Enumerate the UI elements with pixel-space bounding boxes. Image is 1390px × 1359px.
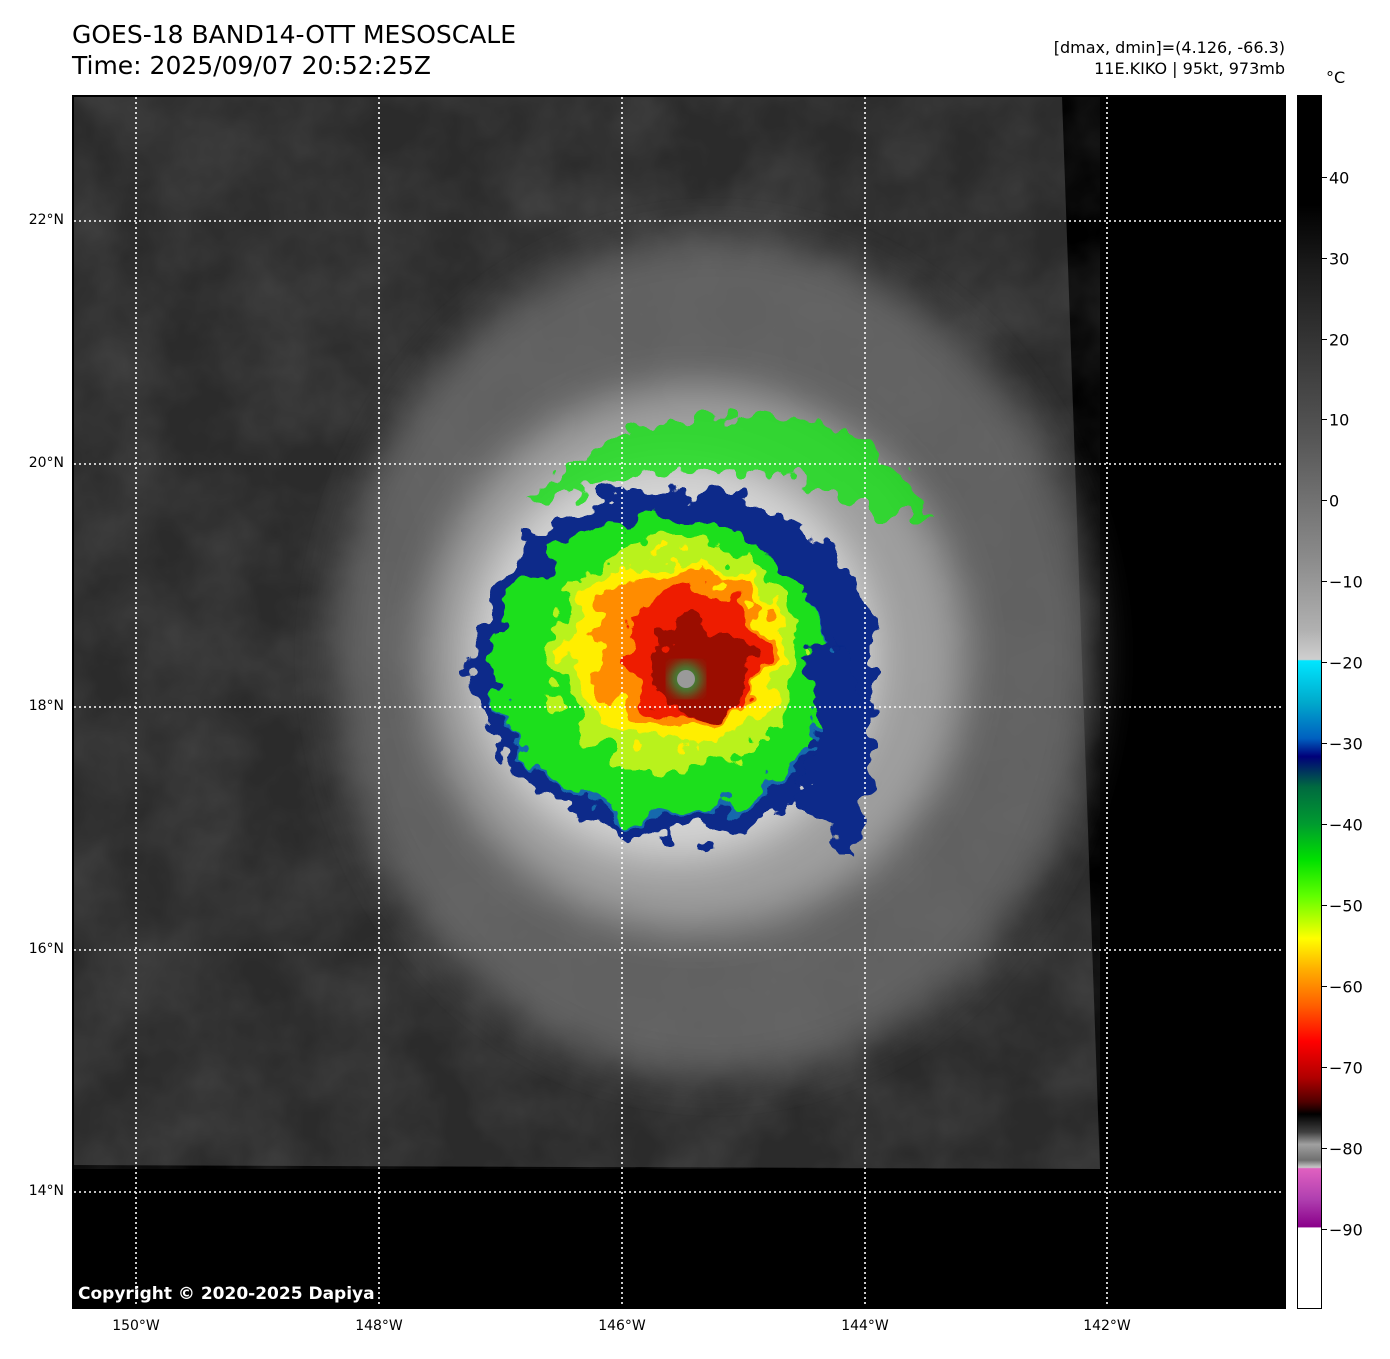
colorbar-label: −40 <box>1329 815 1363 835</box>
lon-label-148w: 148°W <box>355 1318 403 1334</box>
colorbar-label: 30 <box>1329 249 1350 269</box>
lat-label-14n: 14°N <box>28 1183 64 1199</box>
colorbar-label: −90 <box>1329 1220 1363 1240</box>
colorbar-label: −50 <box>1329 896 1363 916</box>
colorbar-label: 20 <box>1329 330 1350 350</box>
colorbar-label: 10 <box>1329 410 1350 430</box>
graticule <box>74 97 1284 1307</box>
map-time: Time: 2025/09/07 20:52:25Z <box>72 51 431 80</box>
lat-label-18n: 18°N <box>28 698 64 714</box>
colorbar-label: −10 <box>1329 572 1363 592</box>
lon-label-150w: 150°W <box>112 1318 160 1334</box>
colorbar-label: −20 <box>1329 653 1363 673</box>
colorbar <box>1297 95 1322 1309</box>
colorbar-label: −30 <box>1329 734 1363 754</box>
lat-label-20n: 20°N <box>28 455 64 471</box>
lat-label-22n: 22°N <box>28 212 64 228</box>
map-title: GOES-18 BAND14-OTT MESOSCALE <box>72 20 517 49</box>
colorbar-unit: °C <box>1326 68 1346 87</box>
satellite-canvas <box>74 97 1284 1307</box>
colorbar-label: 40 <box>1329 168 1350 188</box>
lon-label-144w: 144°W <box>841 1318 889 1334</box>
colorbar-label: −60 <box>1329 977 1363 997</box>
colorbar-label: −80 <box>1329 1139 1363 1159</box>
lat-label-16n: 16°N <box>28 941 64 957</box>
data-range: [dmax, dmin]=(4.126, -66.3) <box>1053 38 1285 57</box>
lon-label-146w: 146°W <box>598 1318 646 1334</box>
colorbar-label: −70 <box>1329 1058 1363 1078</box>
colorbar-label: 0 <box>1329 491 1340 511</box>
storm-info: 11E.KIKO | 95kt, 973mb <box>1094 59 1285 78</box>
lon-label-142w: 142°W <box>1083 1318 1131 1334</box>
copyright: Copyright © 2020-2025 Dapiya <box>78 1284 375 1304</box>
satellite-image <box>72 95 1286 1309</box>
